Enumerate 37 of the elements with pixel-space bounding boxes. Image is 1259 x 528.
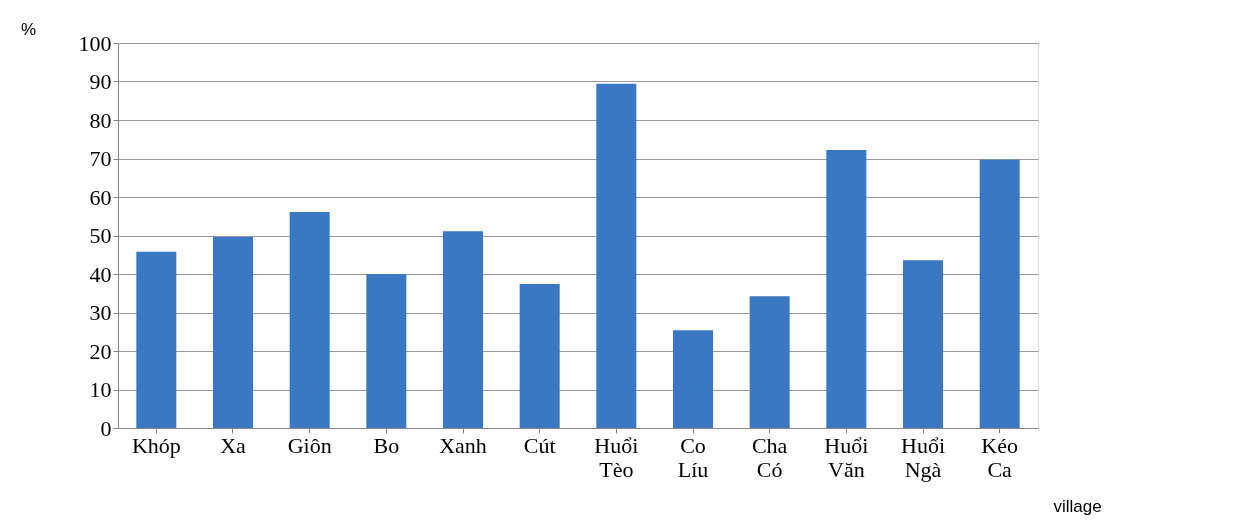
y-tick-label: 0 — [100, 415, 112, 441]
x-axis-title: village — [1053, 496, 1102, 516]
y-tick-label: 80 — [89, 107, 112, 133]
x-tick-label: Giôn — [287, 432, 332, 458]
x-tick-label: Huổi Văn — [824, 432, 869, 482]
bar — [136, 251, 177, 428]
bar — [826, 150, 867, 428]
y-tick-label: 40 — [89, 261, 112, 287]
x-tick-label: Huổi Ngà — [901, 432, 945, 482]
x-tick-label: Cút — [523, 432, 556, 458]
y-tick-label: 90 — [89, 69, 112, 94]
bar — [673, 330, 713, 428]
y-tick-label: 60 — [89, 184, 112, 210]
x-tick-label: Khóp — [131, 432, 181, 458]
bar — [519, 284, 560, 428]
y-tick-label: 70 — [89, 146, 112, 171]
y-tick-label: 100 — [78, 30, 112, 56]
y-tick-label: 10 — [89, 377, 112, 402]
bar — [443, 231, 483, 428]
bar — [213, 237, 253, 428]
y-axis-title: % — [20, 19, 37, 39]
bar — [749, 296, 790, 428]
bar — [289, 212, 330, 428]
x-tick-label: Xa — [220, 432, 247, 458]
y-tick-label: 30 — [89, 300, 112, 325]
x-tick-label: Co Líu — [677, 432, 709, 482]
x-tick-label: Cha Có — [751, 432, 788, 482]
x-tick-label: Huổi Tèo — [594, 432, 639, 482]
y-tick-label: 50 — [89, 223, 112, 248]
bar — [596, 83, 637, 428]
bar — [903, 260, 943, 428]
x-tick-label: Bo — [373, 432, 400, 458]
bar — [979, 159, 1020, 428]
x-tick-label: Xanh — [439, 432, 487, 458]
x-tick-label: Kéo Ca — [981, 432, 1018, 482]
bar — [366, 274, 407, 428]
y-tick-label: 20 — [89, 338, 112, 364]
